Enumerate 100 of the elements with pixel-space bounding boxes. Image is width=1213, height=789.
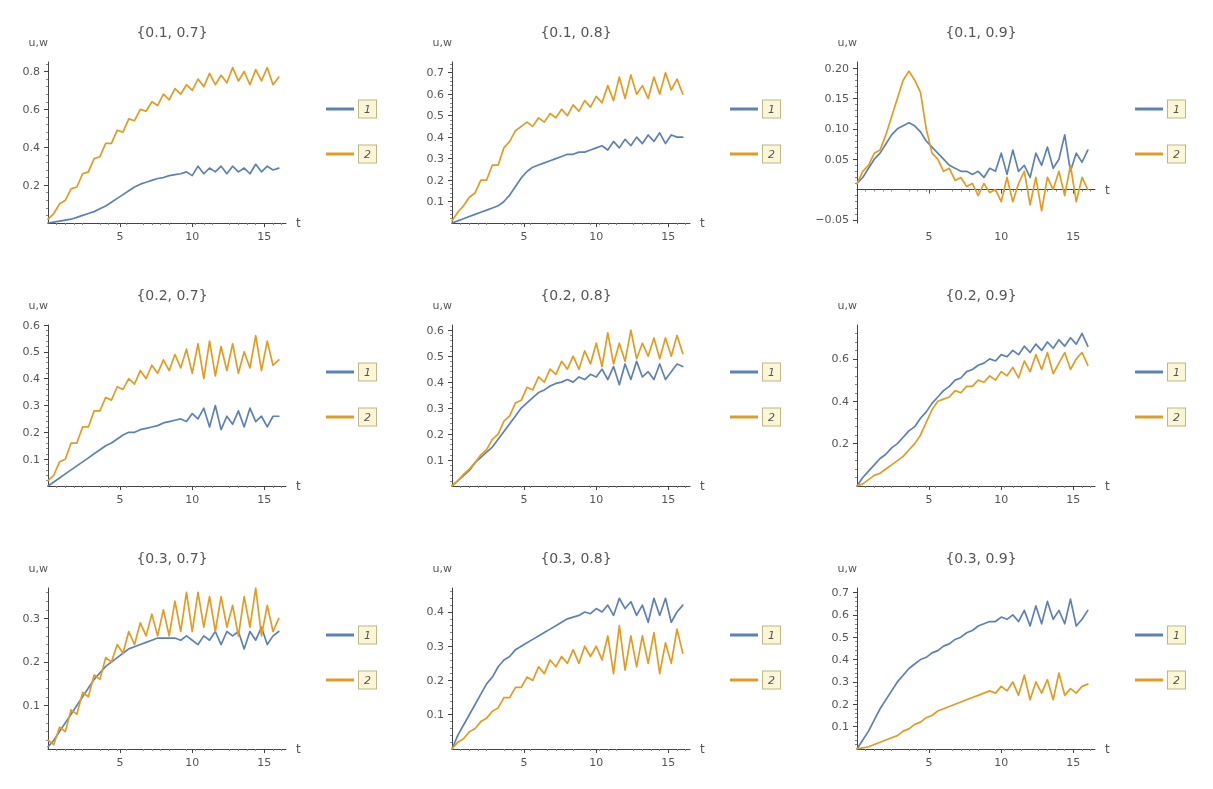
line-series (451, 624, 684, 750)
y-axis-title: u,w (837, 299, 857, 312)
x-axis-title: t (1104, 479, 1110, 493)
line-series (855, 121, 1089, 185)
x-tick-label: 15 (1066, 493, 1081, 506)
x-tick-label: 5 (116, 756, 124, 769)
y-tick-label: 0.1 (831, 720, 849, 734)
y-tick-label: 0.5 (22, 345, 40, 359)
y-axis-title: u,w (837, 36, 857, 49)
y-tick-label: 0.4 (426, 375, 445, 389)
legend-label: 2 (364, 410, 371, 424)
y-tick-label: 0.2 (831, 437, 849, 451)
legend-label: 1 (1172, 628, 1180, 642)
y-tick-label: 0.20 (824, 61, 849, 75)
x-axis-title: t (700, 479, 706, 493)
x-tick-label: 10 (185, 230, 200, 243)
x-tick-label: 15 (257, 493, 272, 506)
x-tick-label: 10 (993, 230, 1008, 243)
y-tick-label: 0.2 (426, 673, 445, 687)
chart-title: {0.2, 0.8} (540, 287, 612, 303)
x-tick-label: 10 (185, 756, 200, 769)
y-tick-label: 0.5 (426, 349, 445, 363)
y-tick-label: 0.1 (426, 708, 445, 722)
y-tick-label: 0.3 (831, 675, 849, 689)
legend-label: 1 (364, 365, 371, 379)
chart-title: {0.3, 0.7} (136, 550, 208, 566)
y-tick-label: 0.3 (426, 639, 445, 653)
y-tick-label: 0.6 (831, 608, 849, 622)
y-tick-label: 0.3 (22, 611, 40, 625)
y-tick-label: −0.05 (814, 213, 849, 227)
y-axis-title: u,w (432, 36, 453, 49)
legend-label: 2 (364, 147, 371, 161)
y-tick-label: 0.3 (426, 152, 445, 166)
line-series (47, 334, 280, 482)
chart-title: {0.2, 0.9} (945, 287, 1017, 303)
x-tick-label: 5 (520, 493, 528, 506)
y-axis-title: u,w (837, 562, 857, 575)
x-tick-label: 15 (1066, 756, 1081, 769)
y-tick-label: 0.3 (426, 401, 445, 415)
x-axis-title: t (700, 216, 706, 230)
x-tick-label: 15 (1066, 230, 1081, 243)
line-series (451, 597, 684, 750)
y-tick-label: 0.2 (22, 655, 40, 669)
y-tick-label: 0.5 (426, 109, 445, 123)
legend-label: 1 (768, 102, 776, 116)
x-tick-label: 5 (925, 230, 933, 243)
y-tick-label: 0.1 (426, 453, 445, 467)
y-tick-label: 0.2 (426, 427, 445, 441)
chart-title: {0.1, 0.9} (945, 24, 1017, 40)
line-series (451, 329, 684, 487)
y-tick-label: 0.7 (831, 585, 849, 599)
x-tick-label: 10 (993, 493, 1008, 506)
x-tick-label: 5 (520, 230, 528, 243)
x-axis-title: t (296, 742, 301, 756)
legend-label: 2 (364, 673, 371, 687)
line-series (47, 626, 280, 748)
legend-label: 2 (768, 410, 776, 424)
x-axis-title: t (1104, 742, 1110, 756)
x-tick-label: 5 (116, 493, 124, 506)
y-tick-label: 0.4 (22, 372, 40, 386)
line-series (855, 672, 1089, 750)
y-tick-label: 0.6 (426, 323, 445, 337)
chart-title: {0.1, 0.8} (540, 24, 612, 40)
y-axis-title: u,w (28, 562, 48, 575)
x-tick-label: 5 (116, 230, 124, 243)
legend-label: 1 (768, 628, 776, 642)
x-tick-label: 10 (589, 493, 604, 506)
x-tick-label: 15 (661, 230, 676, 243)
x-axis-title: t (296, 479, 301, 493)
line-series (451, 131, 684, 224)
y-tick-label: 0.2 (831, 697, 849, 711)
x-tick-label: 15 (257, 756, 272, 769)
y-tick-label: 0.4 (426, 605, 445, 619)
y-tick-label: 0.4 (831, 653, 849, 667)
y-tick-label: 0.4 (22, 140, 40, 154)
legend-label: 1 (1172, 102, 1180, 116)
legend-label: 2 (768, 673, 776, 687)
x-axis-title: t (296, 216, 301, 230)
legend-label: 2 (1172, 410, 1180, 424)
y-axis-title: u,w (28, 36, 48, 49)
x-tick-label: 10 (185, 493, 200, 506)
y-tick-label: 0.7 (426, 66, 445, 80)
line-series (47, 587, 280, 746)
y-tick-label: 0.4 (426, 130, 445, 144)
y-tick-label: 0.4 (831, 394, 849, 408)
x-tick-label: 5 (925, 756, 933, 769)
y-tick-label: 0.3 (22, 399, 40, 412)
y-tick-label: 0.2 (22, 178, 40, 192)
chart-title: {0.1, 0.7} (136, 24, 208, 40)
y-tick-label: 0.6 (22, 102, 40, 116)
x-tick-label: 15 (661, 756, 676, 769)
line-series (451, 71, 684, 222)
legend-label: 2 (1172, 673, 1180, 687)
x-tick-label: 5 (925, 493, 933, 506)
legend-label: 1 (768, 365, 776, 379)
line-series (47, 66, 280, 221)
x-tick-label: 5 (520, 756, 528, 769)
line-series (47, 404, 280, 487)
x-axis-title: t (1104, 182, 1110, 197)
legend-label: 2 (1172, 147, 1180, 161)
